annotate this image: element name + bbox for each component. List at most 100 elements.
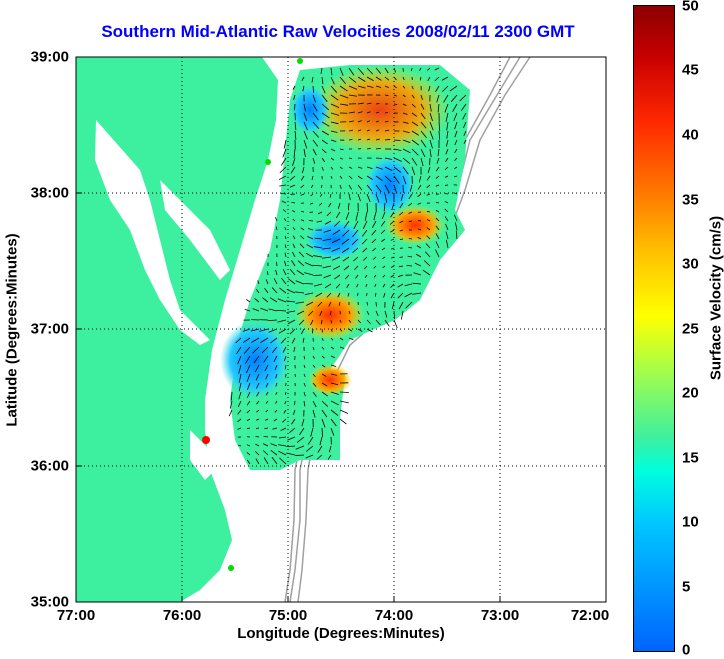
velocity-arrow bbox=[402, 130, 410, 134]
velocity-arrow bbox=[357, 193, 361, 202]
colorbar-label: Surface Velocity (cm/s) bbox=[707, 215, 724, 381]
velocity-arrow bbox=[284, 391, 287, 396]
x-tick-label: 72:00 bbox=[570, 607, 610, 624]
velocity-arrow bbox=[357, 76, 366, 82]
velocity-arrow bbox=[357, 310, 360, 315]
velocity-arrow bbox=[357, 184, 363, 191]
velocity-arrow bbox=[382, 283, 386, 288]
velocity-arrow bbox=[292, 210, 296, 213]
velocity-arrow bbox=[348, 193, 351, 201]
velocity-arrow bbox=[352, 229, 359, 238]
velocity-arrow bbox=[329, 310, 332, 316]
velocity-arrow bbox=[339, 175, 343, 179]
velocity-arrow bbox=[391, 202, 395, 211]
velocity-arrow bbox=[384, 67, 389, 74]
velocity-arrow bbox=[422, 269, 431, 276]
velocity-arrow bbox=[301, 76, 305, 82]
velocity-arrow bbox=[411, 139, 420, 146]
velocity-arrow bbox=[459, 94, 467, 102]
x-tick-label: 73:00 bbox=[480, 607, 520, 624]
velocity-arrow bbox=[312, 112, 319, 121]
velocity-arrow bbox=[357, 120, 362, 123]
velocity-arrow bbox=[420, 139, 427, 148]
velocity-arrow bbox=[304, 272, 314, 276]
velocity-arrow bbox=[244, 309, 251, 312]
velocity-arrow bbox=[292, 227, 296, 231]
velocity-arrow bbox=[371, 238, 377, 244]
velocity-arrow bbox=[291, 201, 296, 204]
velocity-arrow bbox=[399, 229, 404, 232]
velocity-arrow bbox=[246, 373, 251, 382]
velocity-arrow bbox=[382, 256, 386, 260]
velocity-arrow bbox=[246, 459, 251, 465]
velocity-arrow bbox=[404, 292, 413, 298]
velocity-arrow bbox=[300, 219, 305, 222]
velocity-arrow bbox=[445, 112, 449, 122]
velocity-arrow bbox=[330, 409, 339, 416]
velocity-arrow bbox=[435, 241, 440, 249]
velocity-arrow bbox=[330, 400, 340, 406]
velocity-arrow bbox=[322, 265, 332, 269]
velocity-arrow bbox=[402, 112, 408, 115]
velocity-arrow bbox=[295, 301, 305, 304]
velocity-arrow bbox=[339, 94, 349, 99]
station-marker bbox=[202, 436, 210, 444]
velocity-arrow bbox=[321, 364, 326, 368]
velocity-arrow bbox=[443, 94, 449, 103]
velocity-arrows bbox=[228, 67, 467, 465]
velocity-arrow bbox=[304, 262, 314, 267]
velocity-arrow bbox=[348, 85, 358, 90]
velocity-arrow bbox=[287, 319, 296, 325]
velocity-arrow bbox=[282, 148, 287, 158]
velocity-arrow bbox=[321, 148, 327, 154]
velocity-arrow bbox=[375, 166, 383, 170]
velocity-arrow bbox=[339, 148, 344, 151]
velocity-arrow bbox=[339, 391, 349, 393]
velocity-arrow bbox=[420, 103, 425, 110]
velocity-arrow bbox=[281, 200, 287, 204]
velocity-arrow bbox=[279, 457, 287, 465]
velocity-arrow bbox=[429, 121, 434, 131]
velocity-arrow bbox=[348, 67, 355, 76]
velocity-arrow bbox=[284, 355, 287, 362]
velocity-arrow bbox=[315, 292, 323, 297]
velocity-arrow bbox=[303, 148, 306, 158]
velocity-arrow bbox=[280, 192, 287, 195]
velocity-arrow bbox=[398, 301, 404, 310]
velocity-arrow bbox=[321, 373, 327, 377]
velocity-arrow bbox=[277, 319, 287, 323]
velocity-arrow bbox=[357, 166, 363, 169]
velocity-arrow bbox=[331, 238, 341, 244]
velocity-arrow bbox=[463, 139, 467, 144]
velocity-arrow bbox=[445, 157, 449, 163]
velocity-arrow bbox=[409, 184, 413, 192]
velocity-arrow bbox=[390, 211, 395, 218]
velocity-arrow bbox=[265, 391, 269, 396]
velocity-arrow bbox=[270, 443, 278, 447]
velocity-arrow bbox=[463, 130, 467, 136]
velocity-arrow bbox=[324, 283, 332, 289]
y-tick-label: 36:00 bbox=[30, 457, 69, 475]
velocity-arrow bbox=[411, 148, 419, 156]
velocity-arrow bbox=[399, 202, 404, 209]
velocity-arrow bbox=[284, 235, 287, 240]
velocity-arrow bbox=[236, 346, 242, 355]
velocity-arrow bbox=[246, 391, 251, 398]
velocity-arrow bbox=[266, 270, 269, 276]
velocity-arrow bbox=[237, 400, 242, 408]
velocity-arrow bbox=[274, 409, 278, 413]
velocity-arrow bbox=[312, 139, 319, 147]
velocity-arrow bbox=[372, 256, 377, 260]
velocity-arrow bbox=[393, 319, 398, 329]
velocity-arrow bbox=[330, 112, 340, 116]
velocity-arrow bbox=[420, 148, 426, 158]
velocity-arrow bbox=[279, 287, 287, 294]
velocity-arrow bbox=[337, 292, 341, 298]
velocity-arrow bbox=[294, 121, 297, 131]
velocity-arrow bbox=[375, 103, 380, 105]
velocity-arrow bbox=[460, 103, 467, 111]
velocity-arrow bbox=[246, 364, 251, 374]
velocity-arrow bbox=[348, 129, 354, 132]
velocity-arrow bbox=[312, 103, 318, 112]
velocity-arrow bbox=[307, 236, 314, 240]
